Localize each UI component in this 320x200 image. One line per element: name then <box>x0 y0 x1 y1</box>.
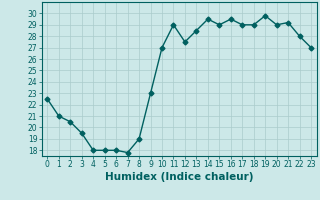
X-axis label: Humidex (Indice chaleur): Humidex (Indice chaleur) <box>105 172 253 182</box>
